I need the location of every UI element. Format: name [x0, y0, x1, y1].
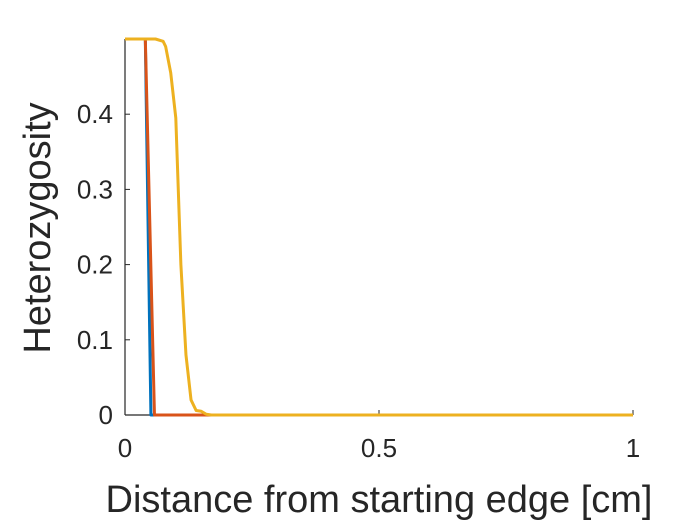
- series-line-3: [125, 37, 633, 417]
- y-tick-label: 0: [99, 400, 113, 430]
- series-line-2: [143, 38, 633, 417]
- y-tick-labels: 0 0.1 0.2 0.3 0.4: [77, 99, 113, 430]
- y-tick-label: 0.4: [77, 99, 113, 129]
- y-tick-label: 0.1: [77, 325, 113, 355]
- x-tick-label: 0: [118, 433, 132, 463]
- x-tick-label: 1: [626, 433, 640, 463]
- y-tick-label: 0.2: [77, 250, 113, 280]
- y-axis-label: Heterozygosity: [17, 102, 59, 353]
- plot-lines: [125, 37, 633, 417]
- x-tick-labels: 0 0.5 1: [118, 433, 640, 463]
- x-tick-label: 0.5: [361, 433, 397, 463]
- series-line-1: [143, 38, 633, 417]
- axes: [124, 39, 634, 416]
- y-tick-label: 0.3: [77, 174, 113, 204]
- x-axis-label: Distance from starting edge [cm]: [106, 479, 653, 521]
